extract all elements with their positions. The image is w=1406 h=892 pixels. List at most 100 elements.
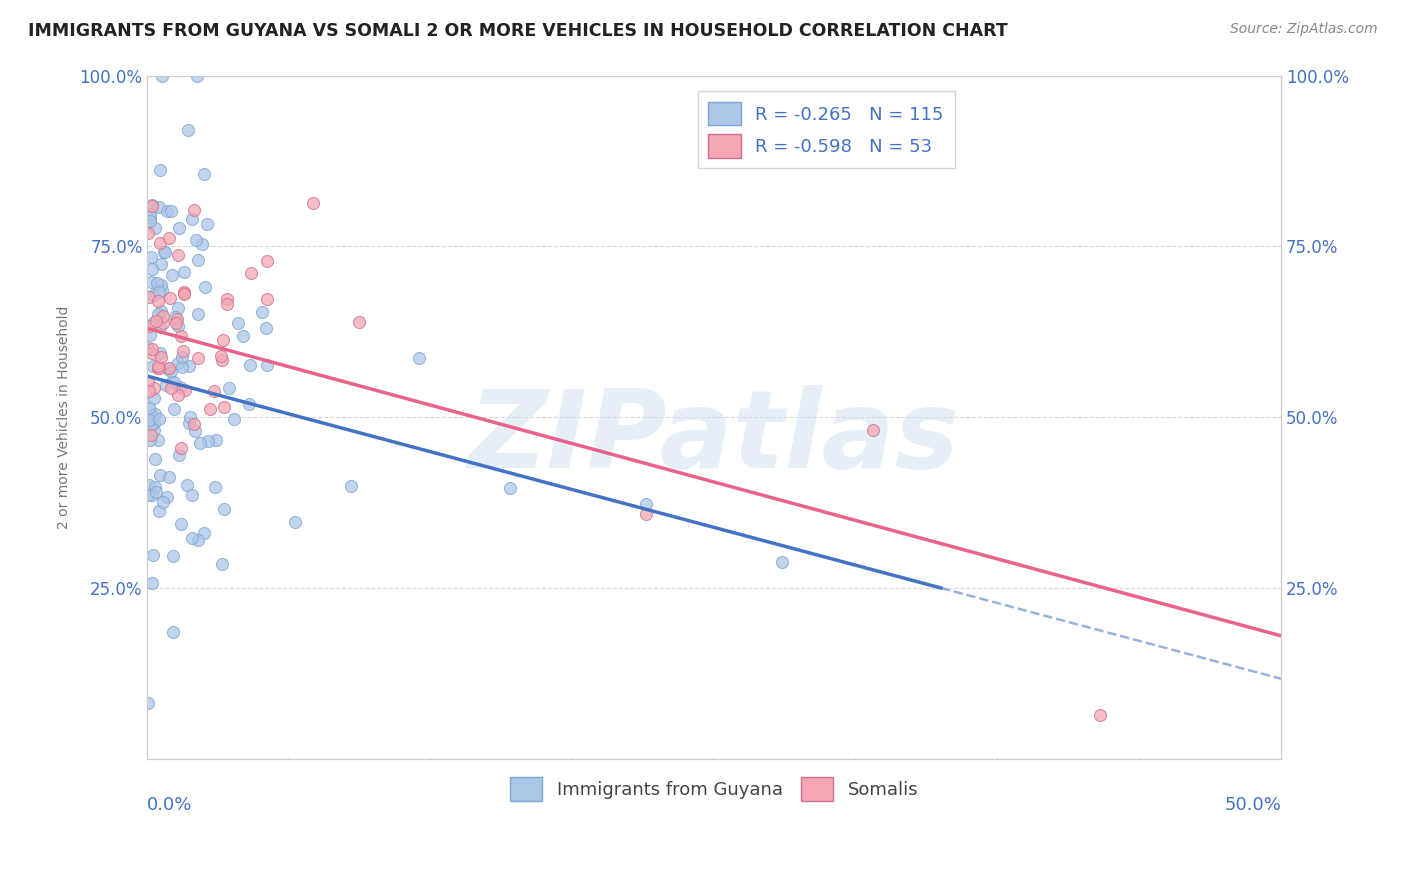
- Point: [284, 515, 307, 529]
- Point: [183, 417, 205, 431]
- Point: [170, 328, 193, 343]
- Point: [162, 624, 184, 639]
- Point: [138, 318, 160, 333]
- Point: [162, 268, 184, 283]
- Point: [149, 346, 172, 360]
- Point: [163, 401, 186, 416]
- Point: [162, 549, 184, 563]
- Point: [159, 291, 181, 305]
- Point: [149, 162, 172, 177]
- Point: [152, 309, 174, 323]
- Point: [195, 218, 218, 232]
- Point: [254, 321, 277, 335]
- Point: [174, 384, 197, 398]
- Point: [239, 358, 262, 372]
- Point: [172, 344, 194, 359]
- Point: [187, 533, 209, 547]
- Point: [143, 452, 166, 467]
- Point: [177, 123, 200, 137]
- Point: [138, 401, 160, 416]
- Point: [180, 488, 202, 502]
- Text: 50.0%: 50.0%: [1225, 797, 1281, 814]
- Point: [148, 359, 170, 373]
- Point: [177, 359, 200, 373]
- Y-axis label: 2 or more Vehicles in Household: 2 or more Vehicles in Household: [58, 305, 72, 529]
- Point: [152, 316, 174, 330]
- Point: [157, 362, 180, 376]
- Point: [146, 433, 169, 447]
- Point: [157, 470, 180, 484]
- Point: [152, 283, 174, 297]
- Point: [150, 350, 173, 364]
- Point: [170, 350, 193, 364]
- Point: [141, 342, 163, 356]
- Point: [770, 556, 793, 570]
- Point: [173, 286, 195, 301]
- Point: [143, 416, 166, 430]
- Point: [211, 352, 233, 367]
- Point: [145, 314, 167, 328]
- Point: [143, 221, 166, 235]
- Point: [204, 480, 226, 494]
- Point: [149, 467, 172, 482]
- Point: [197, 434, 219, 448]
- Point: [148, 504, 170, 518]
- Point: [194, 280, 217, 294]
- Point: [184, 424, 207, 438]
- Point: [217, 296, 239, 310]
- Point: [139, 428, 162, 442]
- Point: [212, 401, 235, 415]
- Point: [138, 477, 160, 491]
- Point: [862, 423, 884, 437]
- Point: [139, 417, 162, 432]
- Point: [141, 250, 163, 264]
- Point: [186, 253, 208, 268]
- Point: [139, 275, 162, 289]
- Point: [238, 397, 260, 411]
- Point: [143, 480, 166, 494]
- Point: [138, 213, 160, 227]
- Point: [218, 382, 240, 396]
- Point: [167, 301, 190, 315]
- Point: [136, 226, 159, 240]
- Point: [136, 488, 159, 502]
- Point: [166, 247, 188, 261]
- Point: [163, 375, 186, 389]
- Point: [142, 409, 165, 423]
- Point: [636, 497, 658, 511]
- Point: [226, 316, 249, 330]
- Point: [146, 361, 169, 376]
- Point: [193, 525, 215, 540]
- Point: [340, 479, 363, 493]
- Point: [179, 416, 201, 430]
- Point: [148, 236, 170, 251]
- Point: [148, 285, 170, 299]
- Point: [157, 360, 180, 375]
- Point: [142, 288, 165, 302]
- Point: [138, 413, 160, 427]
- Text: ZIPatlas: ZIPatlas: [468, 384, 960, 491]
- Point: [166, 311, 188, 326]
- Point: [159, 204, 181, 219]
- Point: [146, 307, 169, 321]
- Point: [136, 342, 159, 356]
- Point: [191, 237, 214, 252]
- Point: [150, 69, 173, 83]
- Point: [173, 285, 195, 300]
- Point: [176, 478, 198, 492]
- Point: [165, 310, 187, 325]
- Point: [148, 200, 170, 214]
- Point: [138, 290, 160, 304]
- Point: [180, 531, 202, 545]
- Point: [169, 516, 191, 531]
- Point: [142, 423, 165, 437]
- Point: [202, 384, 225, 399]
- Point: [499, 481, 522, 495]
- Point: [173, 287, 195, 301]
- Point: [141, 197, 163, 211]
- Point: [167, 318, 190, 333]
- Point: [155, 490, 177, 504]
- Point: [136, 374, 159, 388]
- Point: [139, 433, 162, 447]
- Point: [347, 315, 370, 329]
